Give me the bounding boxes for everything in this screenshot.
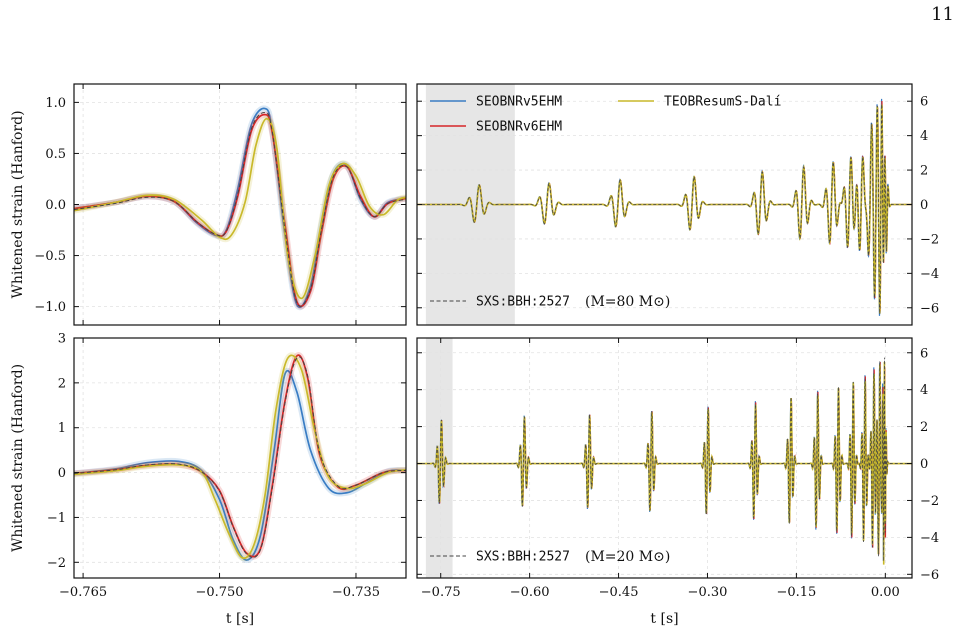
x-tick-label: 0.00 (871, 585, 900, 600)
panel-bottom-right-full-waveform: −6 −4 −2 0 2 4 6 −0.75 −0.60 −0.45 −0.30 −0.15 0.00 t… (416, 337, 939, 627)
x-axis-label: t [s] (226, 611, 254, 627)
plot-area (74, 84, 406, 325)
y-tick-label: −4 (920, 267, 939, 282)
y-tick-label: 0 (58, 466, 66, 481)
y-tick-label: −4 (920, 531, 939, 546)
plot-area (417, 338, 912, 578)
series-line (74, 117, 406, 300)
y-tick-label: 2 (920, 164, 928, 179)
x-tick-label: −0.75 (421, 585, 461, 600)
y-tick-label: 0 (920, 198, 928, 213)
legend-label: SXS:BBH:2527 (476, 295, 570, 310)
series-line (74, 354, 406, 560)
panel-top-left-whitened-strain: −1.0 −0.5 0.0 0.5 1.0 Whitened strain (Hanfor… (10, 83, 407, 326)
x-tick-label: −0.735 (332, 585, 380, 600)
x-axis-label: t [s] (650, 611, 678, 627)
y-axis-label: Whitened strain (Hanford) (10, 110, 26, 298)
x-tick-label: −0.45 (599, 585, 639, 600)
y-tick-label: −2 (47, 556, 66, 571)
series-band (74, 352, 406, 562)
y-tick-label: −6 (920, 301, 939, 316)
legend-label: TEOBResumS-Dalí (664, 95, 781, 110)
series-line (74, 356, 406, 559)
y-tick-label: −2 (920, 494, 939, 509)
legend-label: (M=20 M⊙) (585, 549, 670, 565)
y-tick-label: −1 (47, 511, 66, 526)
x-tick-label: −0.15 (776, 585, 816, 600)
y-tick-label: 0 (920, 457, 928, 472)
y-tick-label: −6 (920, 568, 939, 583)
plot-area (417, 84, 912, 325)
legend-label: (M=80 M⊙) (585, 294, 670, 310)
y-tick-label: 6 (920, 346, 928, 361)
y-tick-label: 0.5 (45, 147, 66, 162)
page-number: 11 (931, 4, 954, 25)
x-tick-label: −0.765 (59, 585, 107, 600)
y-tick-label: 4 (920, 383, 928, 398)
y-tick-label: 6 (920, 95, 928, 110)
y-tick-label: 0.0 (45, 198, 66, 213)
y-tick-label: 2 (920, 420, 928, 435)
legend-label: SEOBNRv6EHM (476, 120, 562, 135)
y-tick-label: 1 (58, 421, 66, 436)
shaded-window (425, 338, 453, 578)
axes-frame (73, 337, 407, 579)
y-tick-label: −0.5 (34, 249, 66, 264)
y-tick-label: −1.0 (34, 300, 66, 315)
y-axis-label: Whitened strain (Hanford) (10, 364, 26, 552)
x-tick-label: −0.30 (688, 585, 728, 600)
y-tick-label: 2 (58, 376, 66, 391)
series-line (74, 112, 406, 307)
series-line (417, 104, 912, 314)
x-tick-label: −0.60 (510, 585, 550, 600)
axes-frame (416, 337, 913, 579)
panel-bottom-left-whitened-strain: −2 −1 0 1 2 3 −0.765 −0.750 −0.735 Whitened strai… (10, 332, 407, 627)
panel-top-right-full-waveform: −6 −4 −2 0 2 4 6 SEOBNRv5EHM SEOBNRv6EHM TEOBResu… (416, 83, 939, 326)
y-tick-label: 1.0 (45, 96, 66, 111)
y-tick-label: 4 (920, 129, 928, 144)
y-tick-label: −2 (920, 232, 939, 247)
plot-area (74, 338, 406, 578)
legend-label: SEOBNRv5EHM (476, 95, 562, 110)
legend-label: SXS:BBH:2527 (476, 550, 570, 565)
series-line (417, 357, 912, 561)
series-line (74, 369, 406, 561)
y-tick-label: 3 (58, 332, 66, 347)
x-tick-label: −0.750 (195, 585, 243, 600)
